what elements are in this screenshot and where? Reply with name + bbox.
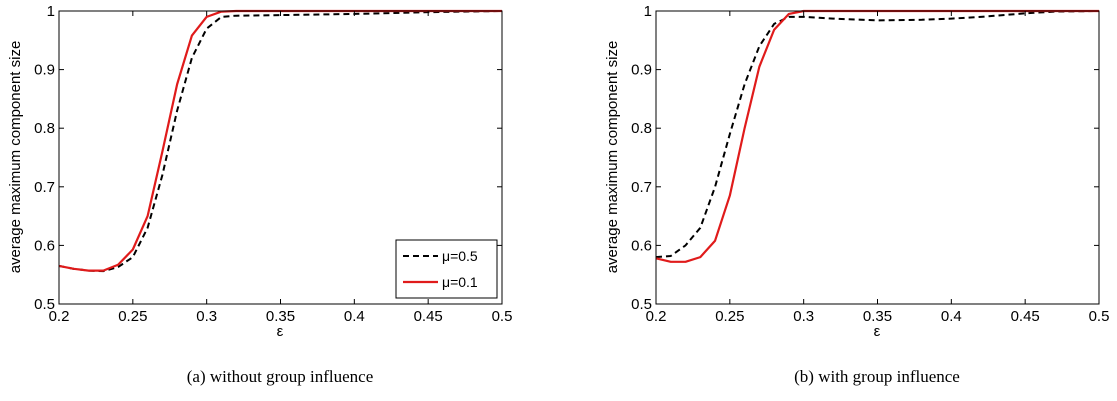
panel-a-ylabel: average maximum component size [7, 41, 24, 274]
panel-a-legend-label: μ=0.5 [442, 248, 478, 264]
panel-a-ytick-label: 0.9 [34, 62, 55, 79]
panel-a-ticks: 0.2 0.25 0.3 0.35 0.4 0.45 0.5 0.5 0.6 0.7 0.8 0.9 1 [34, 3, 512, 325]
panel-b-ytick-label: 0.5 [631, 296, 652, 313]
panel-b-ytick-label: 0.6 [631, 237, 652, 254]
panel-b-plot-area [656, 11, 1099, 304]
panel-a-series-line-mu-0-5 [58, 10, 503, 273]
panel-b-ytick-label: 0.7 [631, 179, 652, 196]
panel-b-xlabel: ε [874, 323, 881, 340]
panel-a-legend-box [395, 239, 498, 299]
panel-b-ticks: 0.2 0.25 0.3 0.35 0.4 0.45 0.5 0.5 0.6 0.7 0.8 0.9 1 [631, 3, 1109, 325]
panel-a-legend-label: μ=0.1 [442, 274, 478, 290]
panel-b-xtick-label: 0.2 [646, 308, 667, 325]
panel-b-ytick-label: 0.9 [631, 62, 652, 79]
panel-b-xtick-label: 0.3 [793, 308, 814, 325]
panel-a-xtick-label: 0.25 [118, 308, 147, 325]
panel-a-xtick-label: 0.35 [266, 308, 295, 325]
panel-a-xtick-label: 0.3 [196, 308, 217, 325]
panel-a-ytick-label: 0.7 [34, 179, 55, 196]
panel-a-xlabel: ε [277, 323, 284, 340]
panel-b-xtick-label: 0.25 [715, 308, 744, 325]
panel-b-xtick-label: 0.35 [863, 308, 892, 325]
panel-b-series-line-mu-0-5 [655, 10, 1100, 259]
panel-a-ytick-label: 0.6 [34, 237, 55, 254]
panel-b-caption: (b) with group influence [794, 367, 960, 386]
panel-a-xtick-label: 0.2 [49, 308, 70, 325]
panel-b-xtick-label: 0.45 [1011, 308, 1040, 325]
panel-a-caption: (a) without group influence [187, 367, 373, 386]
panel-a-xtick-label: 0.5 [492, 308, 513, 325]
panel-a-xtick-label: 0.4 [344, 308, 365, 325]
panel-b-ylabel: average maximum component size [604, 41, 621, 274]
panel-b-ytick-label: 1 [644, 3, 652, 20]
panel-a-chart: 0.2 0.25 0.3 0.35 0.4 0.45 0.5 0.5 0.6 0.7 0.8 0.9 1… [7, 3, 512, 386]
panel-b-chart: 0.2 0.25 0.3 0.35 0.4 0.45 0.5 0.5 0.6 0.7 0.8 0.9 1… [604, 3, 1109, 386]
panel-a-ytick-label: 0.5 [34, 296, 55, 313]
panel-b-ytick-label: 0.8 [631, 120, 652, 137]
panel-a-ytick-label: 1 [47, 3, 55, 20]
panel-b-xtick-label: 0.5 [1089, 308, 1110, 325]
panel-a-ytick-label: 0.8 [34, 120, 55, 137]
panel-a-xtick-label: 0.45 [414, 308, 443, 325]
panel-b-xtick-label: 0.4 [941, 308, 962, 325]
panel-a-legend: μ=0.5 μ=0.1 [395, 239, 498, 299]
